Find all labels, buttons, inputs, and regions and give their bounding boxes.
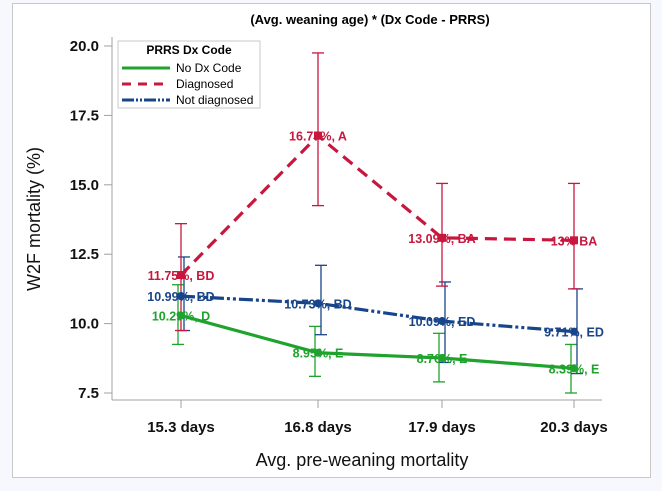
legend-label-not-diagnosed: Not diagnosed bbox=[176, 93, 253, 107]
data-label: 8.39%, E bbox=[549, 362, 600, 376]
data-point bbox=[314, 299, 322, 308]
data-label: 8.95%, E bbox=[293, 347, 344, 361]
data-label: 13% BA bbox=[551, 234, 598, 248]
error-bars-no-dx-code bbox=[172, 284, 577, 394]
data-point bbox=[570, 364, 578, 373]
data-point bbox=[438, 317, 446, 326]
data-point bbox=[570, 236, 578, 245]
y-tick-label: 12.5 bbox=[70, 246, 99, 263]
series-line-not-diagnosed bbox=[180, 294, 575, 334]
x-tick-label: 20.3 days bbox=[540, 419, 608, 436]
data-point bbox=[570, 327, 578, 336]
legend-label-no-dx-code: No Dx Code bbox=[176, 61, 242, 75]
data-point bbox=[438, 354, 446, 363]
series-not-diagnosed: 10.99%, BD 10.73%, BD 10.09%, ED 9.71%, ED bbox=[147, 290, 604, 340]
data-label: 10.73%, BD bbox=[284, 297, 351, 311]
data-label: 10.09%, ED bbox=[409, 315, 476, 329]
data-label: 10.99%, BD bbox=[147, 290, 214, 304]
data-point bbox=[314, 131, 322, 140]
x-tick-label: 16.8 days bbox=[284, 419, 352, 436]
legend: PRRS Dx Code No Dx Code Diagnosed Not di… bbox=[117, 40, 261, 109]
series-line-diagnosed bbox=[179, 133, 575, 277]
y-axis-label: W2F mortality (%) bbox=[24, 147, 44, 291]
series-layer: 10.29%, D 8.95%, E 8.76%, E 8.39%, E 10.99%,… bbox=[147, 52, 604, 394]
data-point bbox=[177, 311, 185, 320]
legend-label-diagnosed: Diagnosed bbox=[176, 77, 233, 91]
legend-title: PRRS Dx Code bbox=[146, 43, 232, 57]
data-label: 10.29%, D bbox=[152, 310, 210, 324]
data-label: 16.77%, A bbox=[289, 130, 347, 144]
y-tick-label: 10.0 bbox=[70, 316, 99, 333]
y-tick-label: 7.5 bbox=[78, 385, 99, 402]
data-point bbox=[438, 233, 446, 242]
series-diagnosed: 11.75%, BD 16.77%, A 13.09%, BA 13% BA bbox=[148, 130, 598, 283]
data-label: 13.09%, BA bbox=[408, 232, 475, 246]
y-tick-label: 17.5 bbox=[70, 107, 99, 124]
series-no-dx-code: 10.29%, D 8.95%, E 8.76%, E 8.39%, E bbox=[152, 310, 600, 377]
chart-title: (Avg. weaning age) * (Dx Code - PRRS) bbox=[250, 12, 489, 27]
legend-box bbox=[117, 40, 261, 109]
data-point bbox=[177, 271, 185, 280]
data-label: 8.76%, E bbox=[417, 352, 468, 366]
axes: 7.5 10.0 12.5 15.0 17.5 20.0 15.3 days 16.8 day… bbox=[70, 37, 608, 436]
y-tick-label: 20.0 bbox=[70, 38, 99, 55]
y-tick-label: 15.0 bbox=[70, 177, 99, 194]
series-line-no-dx-code bbox=[180, 314, 575, 370]
data-label: 11.75%, BD bbox=[148, 269, 215, 283]
x-axis-label: Avg. pre-weaning mortality bbox=[256, 450, 469, 470]
data-point bbox=[314, 348, 322, 357]
data-label: 9.71%, ED bbox=[544, 326, 604, 340]
x-tick-label: 15.3 days bbox=[147, 419, 215, 436]
x-tick-label: 17.9 days bbox=[408, 419, 476, 436]
data-point bbox=[177, 292, 185, 301]
